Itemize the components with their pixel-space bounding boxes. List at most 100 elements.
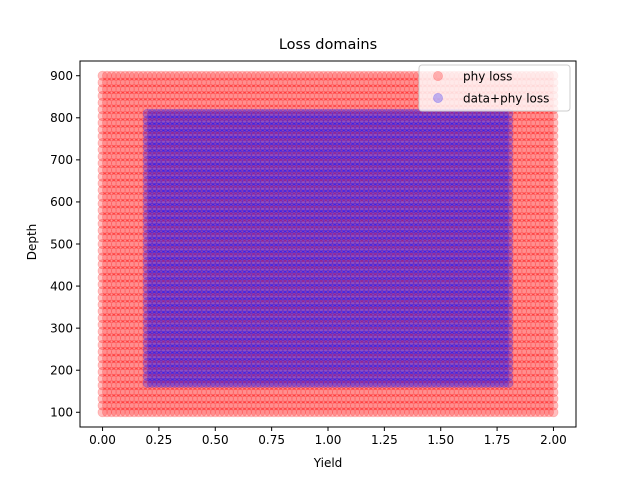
data-point [219,380,230,391]
data-point [97,407,108,418]
data-point [115,387,126,398]
data-point [458,393,469,404]
data-point [453,407,464,418]
data-point [471,400,482,411]
data-point [178,393,189,404]
data-point [417,387,428,398]
data-point [201,407,212,418]
data-point [485,387,496,398]
data-point [363,407,374,418]
data-point [313,400,324,411]
data-point [341,393,352,404]
data-point [147,387,158,398]
data-point [476,393,487,404]
data-point [444,387,455,398]
data-point [246,407,257,418]
data-point [196,400,207,411]
data-point [322,393,333,404]
data-point [228,393,239,404]
data-point [115,400,126,411]
data-point [228,400,239,411]
data-point [525,393,536,404]
data-point [183,387,194,398]
data-point [237,393,248,404]
data-point [124,380,135,391]
data-point [250,380,261,391]
data-point [525,387,536,398]
data-point [516,400,527,411]
data-point [237,387,248,398]
data-point [372,380,383,391]
data-point [467,400,478,411]
data-point [277,400,288,411]
data-point [359,387,370,398]
data-point [395,400,406,411]
data-point [494,407,505,418]
data-point [142,393,153,404]
data-point [516,393,527,404]
data-point [142,387,153,398]
data-point [295,393,306,404]
data-point [129,393,140,404]
data-point [318,380,329,391]
data-point [395,407,406,418]
data-point [156,380,167,391]
data-point [543,387,554,398]
data-point [408,387,419,398]
data-point [273,387,284,398]
data-point [309,393,320,404]
data-point [431,393,442,404]
data-point [120,393,131,404]
data-point [422,400,433,411]
data-point [548,393,559,404]
data-point [399,400,410,411]
data-point [111,393,122,404]
data-point [133,400,144,411]
data-point [404,393,415,404]
data-point [97,393,108,404]
data-point [106,400,117,411]
data-point [165,407,176,418]
data-point [309,407,320,418]
data-point [246,387,257,398]
data-point [332,393,343,404]
data-point [471,387,482,398]
data-point [147,380,158,391]
data-point [187,387,198,398]
data-point [332,400,343,411]
data-point [228,380,239,391]
data-point [395,387,406,398]
data-point [449,400,460,411]
data-point [359,400,370,411]
data-point [449,407,460,418]
data-point [102,393,113,404]
data-point [111,387,122,398]
data-point [192,387,203,398]
data-point [467,393,478,404]
data-point [381,387,392,398]
data-point [241,380,252,391]
data-point [336,387,347,398]
data-point [295,400,306,411]
data-point [102,380,113,391]
data-point [431,387,442,398]
data-point [498,407,509,418]
data-point [286,400,297,411]
data-point [489,400,500,411]
data-point [512,407,523,418]
data-point [476,387,487,398]
data-point [372,400,383,411]
data-point [169,393,180,404]
data-point [322,407,333,418]
data-point [205,393,216,404]
data-point [214,400,225,411]
data-point [223,407,234,418]
data-point [480,407,491,418]
data-point [318,393,329,404]
data-point [210,380,221,391]
data-point [408,393,419,404]
data-point [359,407,370,418]
data-point [431,400,442,411]
data-point [156,393,167,404]
data-point [494,393,505,404]
